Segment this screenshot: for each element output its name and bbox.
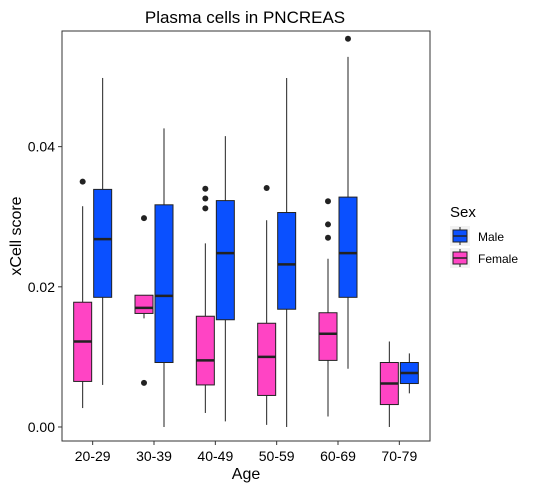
x-tick-label: 20-29 [75, 448, 111, 464]
x-tick-label: 50-59 [259, 448, 295, 464]
x-tick-label: 70-79 [381, 448, 417, 464]
y-tick-label: 0.04 [28, 139, 55, 155]
male-box-60-69 [338, 35, 358, 369]
outlier-point [141, 379, 147, 386]
x-axis: 20-29 30-39 40-49 50-59 60-69 70-79 [75, 441, 417, 464]
iqr-box [93, 188, 113, 298]
iqr-box [215, 200, 235, 321]
legend-label: Female [478, 252, 518, 266]
iqr-box [318, 312, 338, 361]
legend: Sex Male Female [450, 204, 518, 268]
female-box-20-29 [73, 178, 93, 409]
outlier-point [79, 178, 86, 185]
y-axis-title: xCell score [8, 196, 25, 275]
y-axis: 0.00 0.02 0.04 [28, 139, 62, 435]
outlier-point [202, 205, 209, 212]
iqr-box [338, 196, 358, 298]
female-box-70-79 [379, 341, 399, 427]
female-box-40-49 [195, 185, 215, 413]
legend-title: Sex [450, 204, 476, 221]
male-box-40-49 [215, 136, 235, 422]
x-tick-label: 60-69 [320, 448, 356, 464]
outlier-point [141, 215, 147, 222]
plot-panel [61, 30, 431, 442]
legend-label: Male [478, 230, 504, 244]
box-layer [73, 35, 419, 427]
iqr-box [154, 204, 174, 364]
outlier-point [202, 185, 209, 192]
outlier-point [345, 35, 351, 42]
female-box-60-69 [318, 198, 338, 417]
legend-item-female: Female [450, 248, 518, 268]
x-tick-label: 40-49 [197, 448, 233, 464]
outlier-point [325, 221, 331, 228]
female-box-30-39 [134, 215, 154, 386]
male-box-30-39 [154, 128, 174, 427]
x-axis-title: Age [232, 466, 261, 483]
male-box-70-79 [399, 353, 419, 394]
outlier-point [325, 198, 331, 205]
female-box-50-59 [257, 184, 277, 425]
iqr-box [277, 212, 297, 310]
male-box-20-29 [93, 77, 113, 385]
y-tick-label: 0.02 [28, 279, 55, 295]
outlier-point [325, 234, 331, 241]
iqr-box [134, 294, 154, 314]
iqr-box [195, 315, 215, 386]
x-tick-label: 30-39 [136, 448, 172, 464]
chart-title: Plasma cells in PNCREAS [145, 8, 345, 27]
legend-item-male: Male [450, 226, 504, 246]
male-box-50-59 [277, 77, 297, 427]
outlier-point [263, 184, 270, 191]
iqr-box [257, 322, 277, 396]
outlier-point [202, 195, 209, 202]
y-tick-label: 0.00 [28, 419, 55, 435]
